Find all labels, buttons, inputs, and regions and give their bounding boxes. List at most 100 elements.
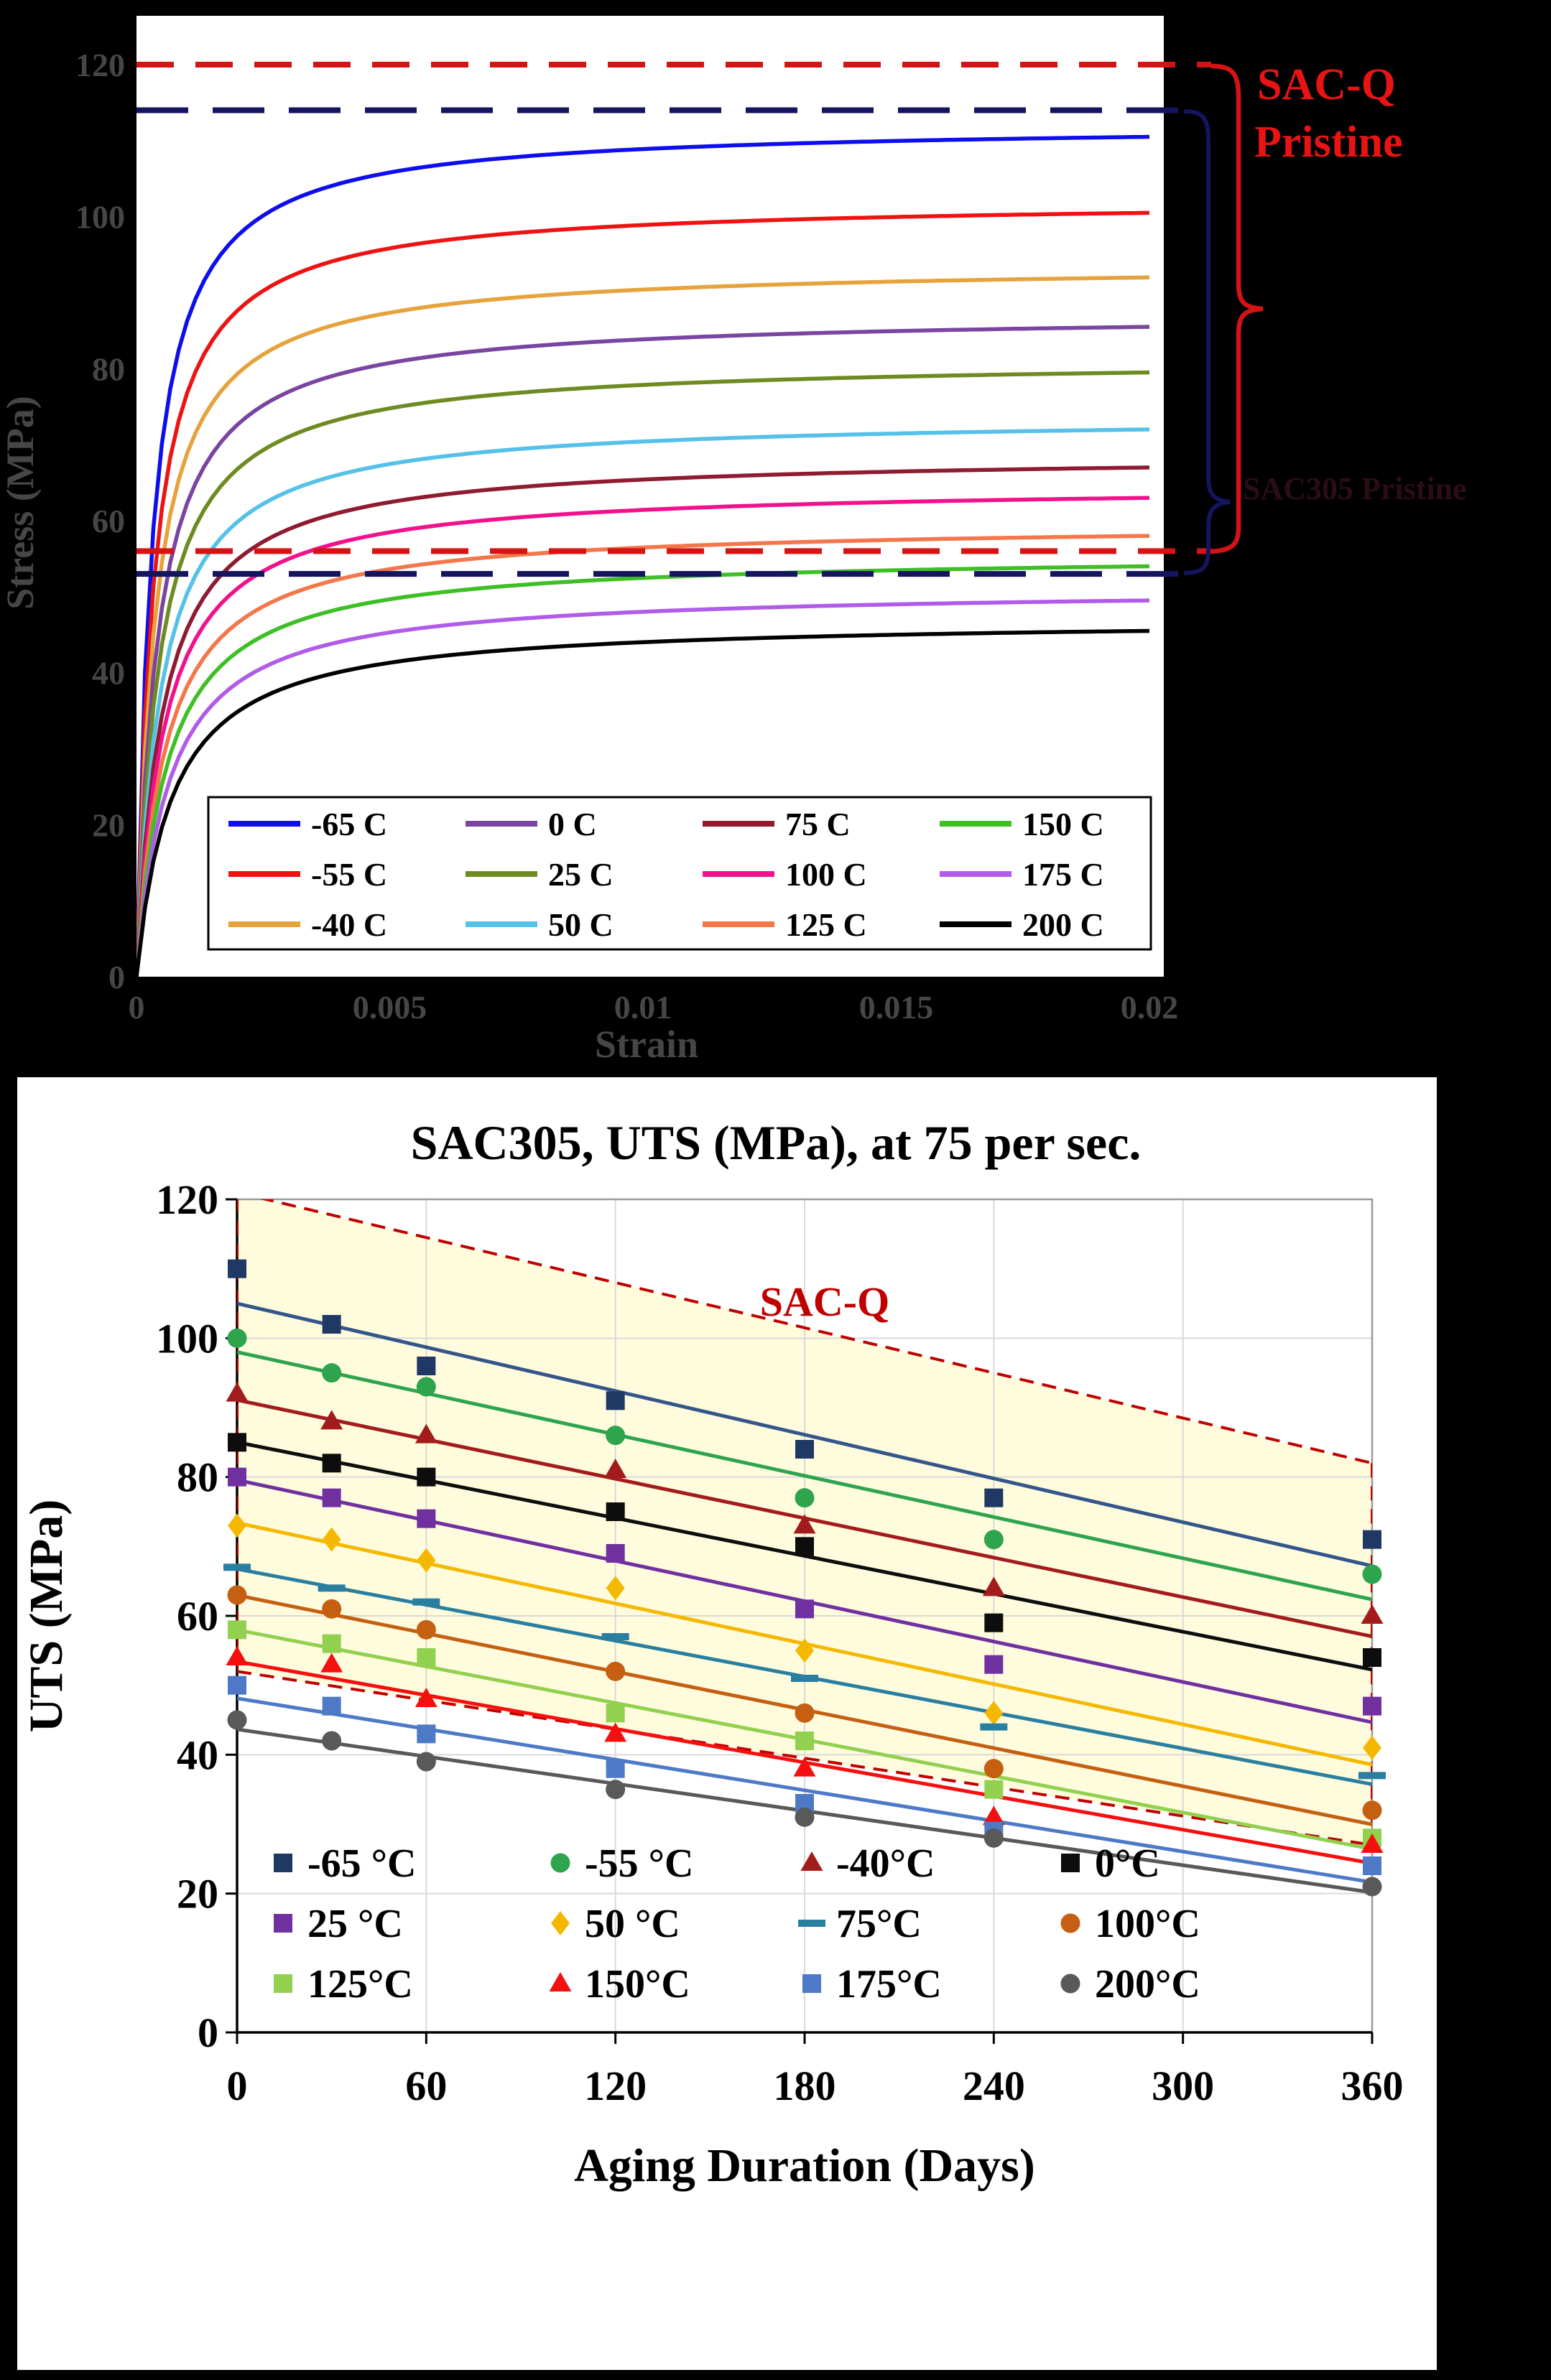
legend-item: 125°C <box>274 1962 413 2007</box>
legend-label: -65 C <box>311 806 387 842</box>
legend-label: -65 °C <box>307 1841 416 1886</box>
pristine-annotation: Pristine <box>1254 118 1403 167</box>
data-point-marker <box>417 1357 436 1375</box>
legend: -65 C -55 C -40 C 0 C 25 C 50 C 75 C 100 C 125 C… <box>207 796 1152 951</box>
data-point-marker <box>322 1599 342 1619</box>
legend: -65 °C -55 °C -40°C 0°C 25 °C 50 °C 75°C 100°C 1… <box>274 1841 1200 2007</box>
tick-label: 0 <box>227 2063 248 2109</box>
tick-label: 120 <box>75 47 125 83</box>
data-point-marker <box>795 1731 814 1750</box>
uts-aging-chart: SAC305, UTS (MPa), at 75 per sec. 0 20 40 6… <box>11 1072 1443 2376</box>
series-markers <box>226 1382 1384 1624</box>
x-tick-labels: 0 0.005 0.01 0.015 0.02 <box>129 989 1179 1026</box>
legend-item: 50 °C <box>551 1902 680 1946</box>
tick-label: 60 <box>92 503 125 539</box>
tick-label: 60 <box>177 1593 218 1640</box>
tick-label: 100 <box>75 199 125 236</box>
data-point-marker <box>983 1759 1004 1779</box>
sacq-band-label: SAC-Q <box>760 1278 889 1325</box>
data-point-marker <box>228 1513 246 1538</box>
data-point-marker <box>322 1315 341 1334</box>
data-point-marker <box>1061 1854 1080 1872</box>
stress-curve <box>136 598 1150 977</box>
series-markers <box>227 1710 1382 1897</box>
tick-label: 20 <box>92 806 125 843</box>
data-point-marker <box>604 1459 627 1478</box>
data-point-marker <box>795 1537 814 1556</box>
legend-label: 75°C <box>836 1902 922 1946</box>
stress-curve <box>136 496 1150 977</box>
legend-item: 100°C <box>1060 1902 1200 1946</box>
stress-curves <box>136 134 1150 977</box>
legend-item: -55 °C <box>550 1841 693 1886</box>
legend-item: 175°C <box>802 1962 942 2007</box>
data-point-marker <box>228 1620 246 1640</box>
pristine-brace <box>1183 109 1231 575</box>
legend-label: 175°C <box>836 1962 942 2007</box>
chart-title: SAC305, UTS (MPa), at 75 per sec. <box>411 1115 1142 1170</box>
data-point-marker <box>601 1633 629 1640</box>
data-point-marker <box>320 1410 343 1430</box>
data-point-marker <box>226 1382 249 1402</box>
data-point-marker <box>984 1701 1004 1726</box>
tick-label: 360 <box>1341 2063 1404 2109</box>
legend-label: 100 C <box>785 856 867 893</box>
data-point-marker <box>606 1661 626 1681</box>
data-point-marker <box>228 1675 246 1695</box>
tick-label: 0.01 <box>614 989 672 1026</box>
stress-curve <box>136 325 1150 977</box>
stress-curve <box>136 628 1150 977</box>
data-point-marker <box>228 1467 246 1487</box>
data-point-marker <box>1358 1772 1386 1780</box>
data-point-marker <box>798 1920 825 1927</box>
legend-item: -40 C <box>228 906 387 943</box>
data-point-marker <box>550 1853 570 1873</box>
data-point-marker <box>800 1851 823 1871</box>
data-point-marker <box>1362 1564 1382 1584</box>
data-point-marker <box>606 1780 626 1800</box>
data-point-marker <box>228 1433 246 1452</box>
data-point-marker <box>1361 1833 1384 1853</box>
series-markers <box>228 1513 1381 1760</box>
data-point-marker <box>274 1854 292 1872</box>
data-point-marker <box>1363 1735 1381 1760</box>
tick-label: 0 <box>198 2009 218 2056</box>
data-point-marker <box>415 1688 437 1707</box>
legend-label: 25 C <box>548 856 614 893</box>
legend-label: 175 C <box>1022 856 1104 893</box>
legend-item: -55 C <box>228 856 387 893</box>
series-markers <box>228 1620 1381 1848</box>
data-point-marker <box>322 1634 341 1653</box>
stress-strain-chart: 0 20 40 60 80 100 120 0 0.005 0.01 0.015 0.02 Stre… <box>0 16 1467 1066</box>
sacq-annotation: SAC-Q <box>1257 60 1396 109</box>
stress-curve <box>136 134 1150 977</box>
legend-item: 100 C <box>703 856 867 893</box>
legend-label: 75 C <box>785 806 851 842</box>
tick-label: 20 <box>177 1871 218 1918</box>
tick-label: 120 <box>584 2063 647 2109</box>
data-point-marker <box>1361 1604 1384 1624</box>
data-point-marker <box>549 1972 572 1991</box>
data-point-marker <box>1363 1696 1381 1716</box>
legend-item: 0°C <box>1061 1841 1160 1886</box>
data-point-marker <box>1060 1974 1080 1994</box>
legend-item: 125 C <box>703 906 867 943</box>
data-point-marker <box>416 1752 436 1772</box>
y-axis-label: UTS (MPa) <box>20 1500 73 1732</box>
legend-label: 150 C <box>1022 806 1104 842</box>
data-point-marker <box>322 1731 342 1751</box>
legend-label: 50 °C <box>585 1902 680 1946</box>
legend-item: 0 C <box>466 806 597 842</box>
legend-item: 150°C <box>549 1962 690 2007</box>
tick-label: 40 <box>92 655 125 692</box>
legend-item: 200°C <box>1060 1962 1200 2007</box>
data-point-marker <box>227 1328 247 1348</box>
stress-curve <box>136 465 1150 977</box>
data-point-marker <box>1060 1913 1080 1933</box>
series-markers <box>228 1259 1381 1549</box>
legend-label: 0°C <box>1095 1841 1160 1886</box>
legend-item: 75°C <box>798 1902 922 1946</box>
data-point-marker <box>551 1911 570 1935</box>
legend-label: -40 C <box>311 906 387 943</box>
data-point-marker <box>417 1509 436 1528</box>
